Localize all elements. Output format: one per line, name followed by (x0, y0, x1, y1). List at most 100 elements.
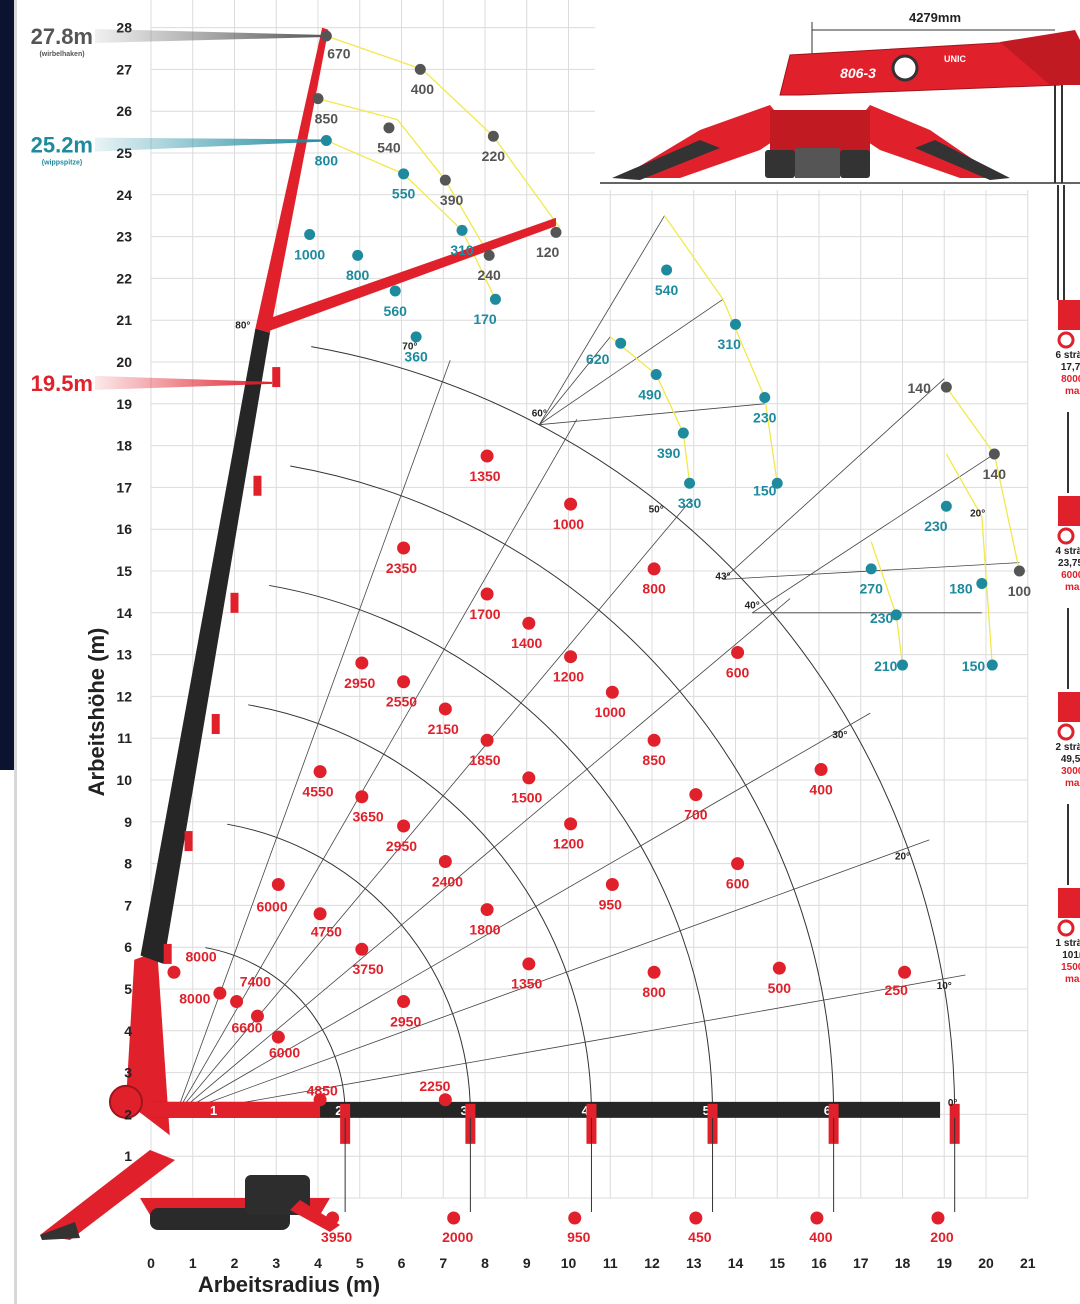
vertical-boom (140, 328, 270, 964)
jib-load-label: 560 (384, 303, 408, 319)
load-point (313, 765, 327, 779)
ground-load-point (326, 1211, 340, 1225)
angle-ray (175, 839, 930, 1115)
jib-ray (722, 378, 945, 580)
load-point (480, 733, 494, 747)
load-point (647, 965, 661, 979)
y-tick-label: 26 (116, 103, 132, 119)
y-tick-label: 10 (116, 772, 132, 788)
x-tick-label: 15 (769, 1255, 785, 1271)
jib-load-point (456, 224, 468, 236)
outrigger-foot (40, 1222, 80, 1240)
load-point (313, 1093, 327, 1107)
hook-block (163, 943, 172, 964)
boom-section-label: 4 (582, 1103, 590, 1118)
load-label: 2150 (428, 721, 459, 737)
y-tick-label: 7 (124, 897, 132, 913)
x-axis-title: Arbeitsradius (m) (198, 1272, 380, 1297)
load-label: 6000 (256, 898, 287, 914)
legend-line-1: 4 sträng (1056, 546, 1080, 557)
y-tick-label: 23 (116, 229, 132, 245)
jib-load-point (771, 477, 783, 489)
jib-load-label: 170 (473, 311, 497, 327)
load-label: 2950 (344, 675, 375, 691)
y-tick-label: 17 (116, 479, 132, 495)
angle-label: 10° (937, 981, 952, 992)
load-point (564, 817, 578, 831)
load-point (689, 788, 703, 802)
y-axis-title: Arbeitshöhe (m) (84, 628, 109, 797)
yellow-arc (609, 336, 691, 484)
jib-load-label: 230 (924, 518, 948, 534)
load-point (647, 562, 661, 576)
ground-load-point (447, 1211, 461, 1225)
jib-luffed (263, 217, 556, 331)
x-tick-label: 20 (978, 1255, 994, 1271)
load-label: 1350 (469, 468, 500, 484)
legend-hook-ring (1057, 527, 1075, 545)
load-point (522, 957, 536, 971)
height-note: (wippspitze) (42, 160, 82, 167)
jib-load-point (865, 563, 877, 575)
x-tick-label: 4 (314, 1255, 322, 1271)
yellow-arc (317, 98, 490, 256)
x-tick-label: 2 (231, 1255, 239, 1271)
ground-load-point (689, 1211, 703, 1225)
outrigger (40, 1150, 175, 1240)
load-point (355, 656, 369, 670)
legend-line-3: 1500k (1061, 962, 1080, 973)
height-callouts: 27.8m (wirbelhaken) 25.2m (wippspitze) 19.5m (31, 24, 327, 396)
load-point (438, 855, 452, 869)
jib-main (255, 27, 329, 333)
x-tick-label: 1 (189, 1255, 197, 1271)
load-label: 1850 (469, 752, 500, 768)
y-tick-label: 5 (124, 981, 132, 997)
jib-ray (539, 298, 724, 426)
legend-line-3: 6000k (1061, 570, 1080, 581)
jib-load-label: 310 (450, 242, 474, 258)
legend-line-2: 49,5m (1061, 754, 1080, 765)
load-point (772, 961, 786, 975)
load-point (605, 878, 619, 891)
jib-load-label: 270 (860, 581, 884, 597)
jib-load-point (414, 63, 426, 75)
y-tick-label: 27 (116, 61, 132, 77)
height-value: 27.8m (31, 24, 93, 49)
jib-load-point (615, 337, 627, 349)
load-point (522, 771, 536, 785)
jib-load-point (940, 500, 952, 512)
height-note: (wirbelhaken) (39, 51, 84, 58)
ground-load-label: 2000 (442, 1229, 473, 1245)
legend-line-1: 1 sträng (1056, 938, 1080, 949)
yellow-arc (326, 139, 497, 300)
jib-load-label: 400 (411, 81, 435, 97)
jib-load-label: 390 (657, 445, 681, 461)
load-point (814, 763, 828, 777)
load-label: 800 (642, 581, 666, 597)
load-point (438, 1093, 452, 1107)
angle-ray (175, 598, 791, 1115)
jib-load-point (1013, 565, 1025, 577)
jib-load-point (489, 293, 501, 305)
boom-section-label: 2 (335, 1103, 342, 1118)
angle-label: 70° (402, 341, 417, 352)
x-tick-label: 5 (356, 1255, 364, 1271)
load-point (355, 790, 369, 804)
load-label: 4850 (307, 1082, 338, 1098)
load-label: 7400 (240, 974, 271, 990)
x-tick-label: 13 (686, 1255, 702, 1271)
height-pointer (95, 28, 327, 43)
load-label: 2950 (386, 838, 417, 854)
load-label: 700 (684, 806, 708, 822)
load-label: 2250 (419, 1078, 450, 1094)
jib-load-point (988, 448, 1000, 460)
legend-hook-ring (1057, 919, 1075, 937)
load-point (313, 907, 327, 921)
x-tick-label: 17 (853, 1255, 869, 1271)
jib-load-label: 550 (392, 186, 416, 202)
y-tick-label: 13 (116, 647, 132, 663)
load-point (213, 986, 227, 1000)
load-label: 6600 (231, 1020, 262, 1036)
load-point (230, 995, 244, 1009)
y-tick-label: 15 (116, 563, 132, 579)
